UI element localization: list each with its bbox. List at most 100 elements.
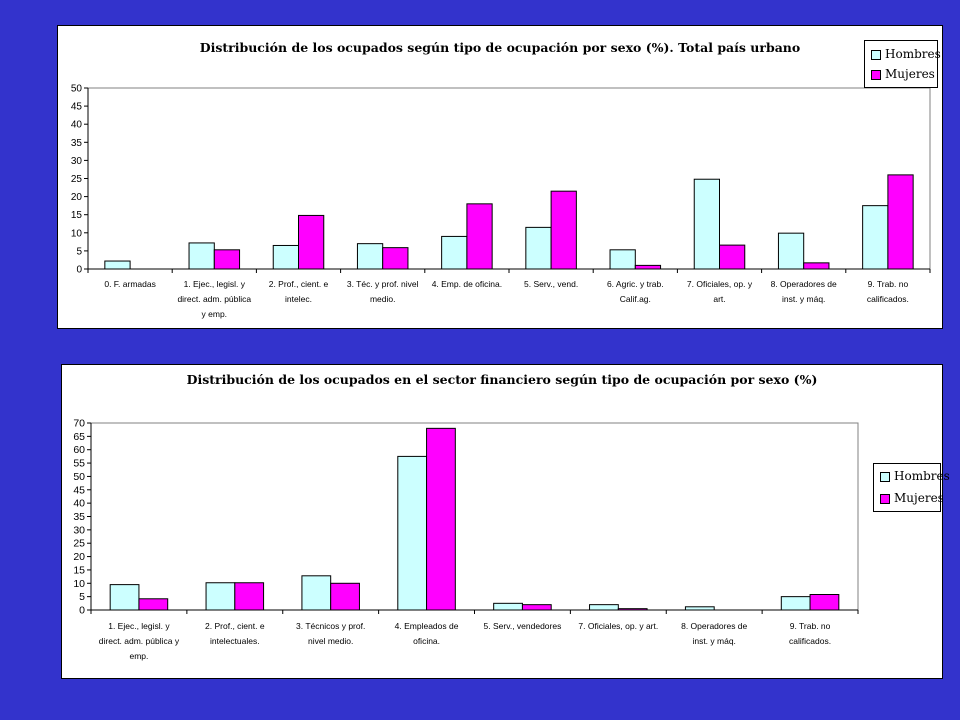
chart-legend: Hombres Mujeres [864, 40, 941, 88]
chart-panel-total-urbano: Distribución de los ocupados según tipo … [57, 25, 943, 329]
y-tick-label: 5 [79, 591, 85, 603]
y-tick-label: 20 [71, 192, 83, 203]
bar-hombres [188, 242, 215, 270]
x-tick-label: intelectuales. [210, 636, 260, 646]
x-tick-label: calificados. [867, 294, 909, 304]
legend-swatch-mujeres [880, 494, 890, 504]
y-tick-label: 10 [71, 228, 83, 239]
bar-hombres [397, 455, 428, 611]
x-tick-label: 5. Serv., vend. [524, 279, 578, 289]
x-tick-label: 2. Prof., cient. e [269, 279, 329, 289]
x-tick-label: 6. Agric. y trab. [607, 279, 664, 289]
bar-mujeres [719, 244, 746, 270]
bar-hombres [609, 249, 636, 270]
y-tick-label: 5 [76, 246, 82, 257]
y-tick-label: 45 [73, 484, 85, 496]
bar-mujeres [887, 174, 914, 270]
x-tick-label: 8. Operadores de [681, 621, 747, 631]
x-tick-label: 4. Emp. de oficina. [432, 279, 502, 289]
bar-hombres [493, 602, 523, 611]
bar-mujeres [550, 190, 577, 270]
legend-label: Hombres [894, 469, 950, 483]
x-tick-label: 5. Serv., vendedores [484, 621, 562, 631]
bar-hombres [525, 226, 552, 270]
chart-legend: Hombres Mujeres [873, 463, 950, 512]
bar-mujeres [617, 608, 648, 611]
bar-mujeres [426, 427, 456, 611]
y-tick-label: 30 [73, 524, 85, 536]
x-tick-label: 2. Prof., cient. e [205, 621, 265, 631]
bar-mujeres [234, 582, 265, 611]
bar-mujeres [138, 598, 169, 611]
y-tick-label: 70 [73, 418, 85, 430]
bar-mujeres [803, 262, 830, 270]
bar-hombres [441, 235, 468, 270]
y-tick-label: 50 [73, 471, 85, 483]
y-tick-label: 25 [73, 538, 85, 550]
bar-mujeres [521, 604, 552, 611]
y-tick-label: 10 [73, 578, 85, 590]
x-tick-label: calificados. [789, 636, 831, 646]
bar-mujeres [382, 247, 409, 270]
x-tick-label: 0. F. armadas [104, 279, 156, 289]
x-tick-label: oficina. [413, 636, 440, 646]
bar-hombres [780, 596, 811, 611]
plot-area [90, 422, 859, 611]
bar-mujeres [634, 264, 662, 270]
legend-label: Hombres [885, 47, 941, 61]
bar-hombres [777, 232, 805, 270]
chart-panel-sector-financiero: Distribución de los ocupados en el secto… [61, 364, 950, 679]
bar-hombres [862, 205, 889, 270]
x-tick-label: nivel medio. [308, 636, 353, 646]
x-tick-label: medio. [370, 294, 396, 304]
y-tick-label: 65 [73, 431, 85, 443]
y-tick-label: 40 [71, 120, 83, 131]
y-tick-label: 15 [71, 210, 83, 221]
x-tick-label: intelec. [285, 294, 312, 304]
bar-hombres [301, 575, 332, 611]
x-tick-label: 9. Trab. no [868, 279, 909, 289]
y-tick-label: 55 [73, 458, 85, 470]
x-tick-label: 1. Ejec., legisl. y [108, 621, 170, 631]
y-tick-label: 60 [73, 444, 85, 456]
chart-title: Distribución de los ocupados en el secto… [186, 372, 818, 387]
bar-hombres [109, 584, 140, 611]
x-tick-label: 1. Ejec., legisl. y [184, 279, 246, 289]
x-tick-label: 9. Trab. no [790, 621, 831, 631]
bar-chart-total-urbano: 0 5 10 15 20 25 30 35 40 45 50 0. F. armadas 1. Ejec… [71, 84, 931, 319]
legend-label: Mujeres [894, 491, 944, 505]
y-tick-label: 20 [73, 551, 85, 563]
y-tick-label: 50 [71, 84, 83, 95]
y-tick-label: 45 [71, 102, 83, 113]
x-tick-label: 4. Empleados de [395, 621, 459, 631]
y-tick-label: 30 [71, 156, 83, 167]
bar-hombres [684, 606, 715, 611]
bar-hombres [693, 178, 720, 270]
x-tick-label: inst. y máq. [782, 294, 825, 304]
bar-hombres [272, 244, 300, 270]
bar-hombres [589, 604, 619, 611]
legend-swatch-hombres [880, 472, 890, 482]
y-tick-label: 15 [73, 564, 85, 576]
y-tick-label: 0 [79, 605, 85, 617]
x-tick-label: 7. Oficiales, op. y art. [578, 621, 658, 631]
chart-title: Distribución de los ocupados según tipo … [199, 40, 801, 55]
x-tick-label: 8. Operadores de [771, 279, 837, 289]
x-tick-label: direct. adm. pública [177, 294, 251, 304]
legend-label: Mujeres [885, 67, 935, 81]
y-tick-label: 35 [71, 138, 83, 149]
y-tick-label: 25 [71, 174, 83, 185]
bar-hombres [205, 582, 236, 611]
x-tick-label: emp. [129, 651, 148, 661]
legend-swatch-hombres [871, 50, 881, 60]
bar-mujeres [809, 594, 840, 611]
x-tick-label: 3. Téc. y prof. nivel [347, 279, 419, 289]
y-tick-label: 0 [76, 265, 82, 276]
x-tick-label: 7. Oficiales, op. y [687, 279, 753, 289]
y-tick-label: 40 [73, 498, 85, 510]
x-tick-label: y emp. [202, 309, 228, 319]
legend-swatch-mujeres [871, 70, 881, 80]
x-tick-label: inst. y máq. [692, 636, 735, 646]
y-tick-label: 35 [73, 511, 85, 523]
